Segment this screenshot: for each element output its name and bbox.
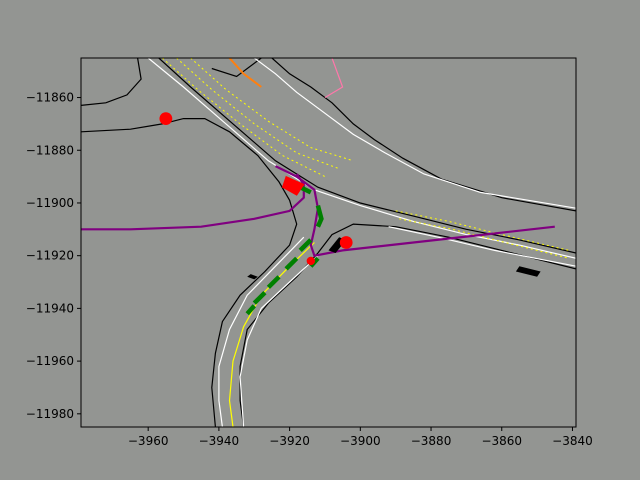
obstacle-2	[306, 256, 316, 266]
x-tick-label: −3960	[128, 434, 169, 448]
y-tick-label: −11980	[26, 407, 74, 421]
orange-path	[228, 58, 262, 88]
x-tick-label: −3860	[481, 434, 522, 448]
x-tick-label: −3920	[269, 434, 310, 448]
center-line-0	[161, 58, 326, 178]
axis-layer: −3960 −3940 −3920 −3900 −3880 −3860 −3840 −1186…	[26, 91, 593, 448]
road-edge-0	[81, 58, 142, 106]
plot-frame	[80, 57, 577, 428]
lane-line-2	[388, 226, 576, 267]
road-edge-3	[271, 58, 576, 212]
vehicle-1	[247, 274, 258, 280]
road-edge-5	[239, 252, 319, 427]
y-tick-label: −11960	[26, 354, 74, 368]
route-dash-4	[252, 291, 267, 305]
route-dash-3	[266, 275, 281, 289]
y-tick-label: −11860	[26, 91, 74, 105]
route-dash-0	[315, 205, 324, 228]
road-edge-4	[317, 223, 576, 270]
y-tick-label: −11940	[26, 301, 74, 315]
plot-layer	[81, 58, 576, 427]
route-dash-5	[245, 304, 256, 316]
obstacle-1	[339, 236, 353, 249]
x-tick-label: −3880	[411, 434, 452, 448]
ego-path-2	[275, 165, 555, 257]
lane-line-4	[239, 255, 319, 427]
plot-area	[81, 58, 576, 427]
lane-line-3	[218, 236, 305, 427]
vehicle-0	[515, 266, 541, 277]
center-line-3	[395, 210, 570, 251]
y-tick-label: −11900	[26, 196, 74, 210]
y-tick-label: −11880	[26, 143, 74, 157]
road-edge-1	[81, 117, 298, 427]
center-line-1	[176, 58, 340, 170]
obstacle-box	[281, 175, 305, 196]
route-dash-1	[298, 238, 313, 252]
obstacle-0	[159, 112, 173, 126]
pink-path	[324, 58, 344, 99]
y-tick-label: −11920	[26, 249, 74, 263]
x-tick-label: −3940	[199, 434, 240, 448]
x-tick-label: −3900	[340, 434, 381, 448]
x-tick-label: −3840	[552, 434, 593, 448]
road-edge-6	[211, 58, 262, 78]
lane-line-1	[253, 58, 576, 209]
route-dash-2	[284, 256, 299, 271]
center-line-2	[190, 58, 354, 162]
